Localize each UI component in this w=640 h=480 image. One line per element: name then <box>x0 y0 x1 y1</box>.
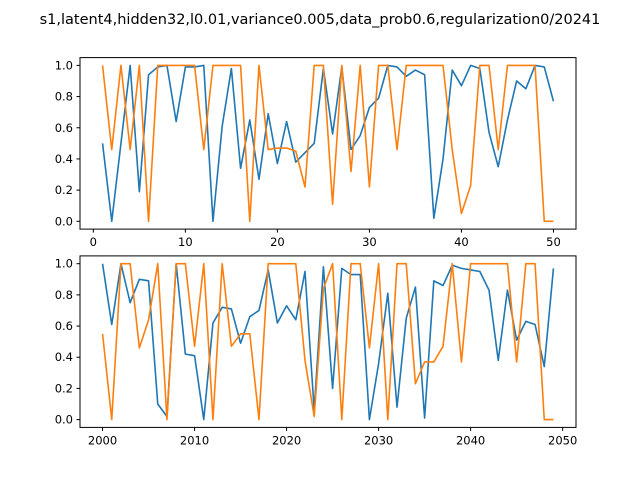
x-tick-label: 40 <box>454 235 469 249</box>
y-tick-label: 0.6 <box>55 121 73 135</box>
x-tick-label: 2020 <box>272 433 301 447</box>
x-tick-label: 10 <box>178 235 193 249</box>
x-tick-label: 50 <box>546 235 561 249</box>
series-line-2 <box>101 262 554 421</box>
x-tick-label: 2010 <box>180 433 209 447</box>
y-tick-label: 0.2 <box>55 183 73 197</box>
y-tick-label: 0.8 <box>55 90 73 104</box>
y-tick-label: 0.4 <box>55 152 73 166</box>
series-line-1 <box>101 64 555 223</box>
y-tick-label: 0.0 <box>55 214 73 228</box>
y-tick-label: 0.4 <box>55 350 73 364</box>
x-tick-label: 2040 <box>456 433 485 447</box>
axes-frame <box>79 255 577 428</box>
x-tick-label: 2030 <box>364 433 393 447</box>
x-tick-label: 0 <box>90 235 97 249</box>
series-line-1 <box>101 262 555 421</box>
top-axes: 0 10 20 30 40 50 0.0 0.2 0.4 0.6 0.8 1.0 <box>55 57 577 249</box>
y-tick-label: 0.8 <box>55 288 73 302</box>
y-tick-label: 0.2 <box>55 381 73 395</box>
series-line-2 <box>101 64 554 223</box>
x-tick-label: 30 <box>362 235 377 249</box>
y-tick-label: 1.0 <box>55 58 73 72</box>
bottom-axes: 2000 2010 2020 2030 2040 2050 0.0 0.2 0.4 0.6 0.8 1… <box>55 255 577 447</box>
figure-title: s1,latent4,hidden32,l0.01,variance0.005,… <box>40 12 601 28</box>
axes-frame <box>79 57 577 230</box>
y-tick-label: 0.0 <box>55 413 73 427</box>
y-tick-label: 0.6 <box>55 319 73 333</box>
x-tick-label: 20 <box>270 235 285 249</box>
x-tick-label: 2000 <box>88 433 117 447</box>
x-tick-label: 2050 <box>548 433 577 447</box>
y-tick-label: 1.0 <box>55 257 73 271</box>
